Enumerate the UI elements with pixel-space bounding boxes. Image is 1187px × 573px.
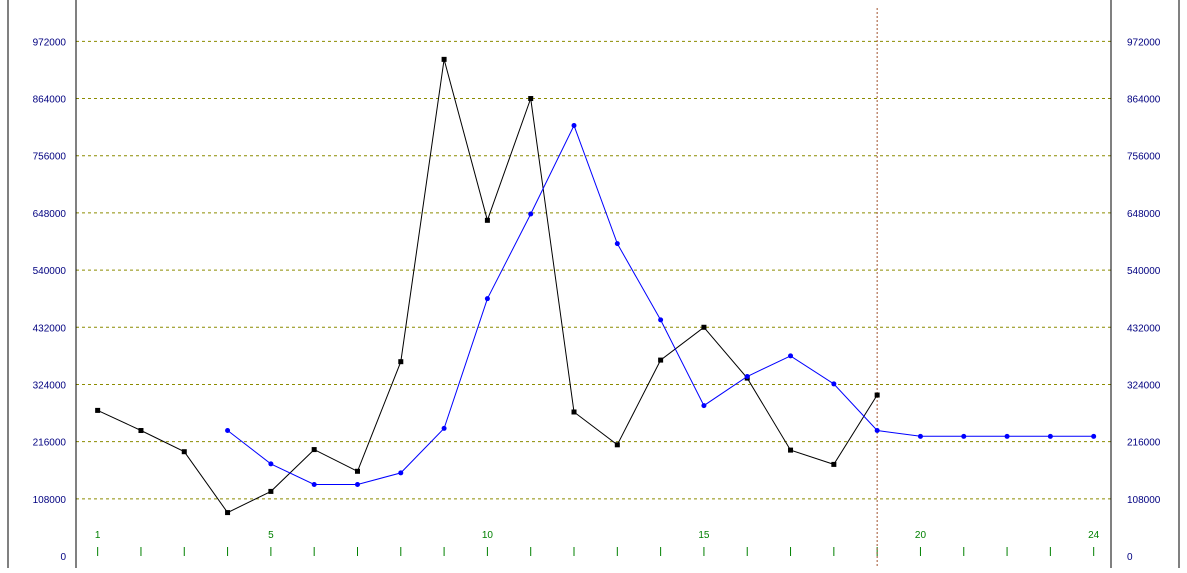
y-tick-label-right: 756000 [1127,152,1161,163]
y-tick-label-right: 432000 [1127,323,1161,334]
data-point [658,357,664,363]
data-point [484,217,490,223]
y-tick-label-right: 216000 [1127,438,1161,449]
y-tick-label-right: 648000 [1127,209,1161,220]
data-point [917,433,923,439]
data-point [1004,433,1010,439]
data-point [571,123,577,129]
data-point [788,447,794,453]
y-tick-label-left: 972000 [33,37,67,48]
x-tick-label: 10 [482,530,494,541]
data-point [701,403,707,409]
series-2 [225,123,1097,488]
y-tick-label-right: 324000 [1127,380,1161,391]
data-point [311,482,317,488]
data-point [441,56,447,62]
y-tick-label-left: 432000 [33,323,67,334]
y-tick-label-left: 864000 [33,95,67,106]
y-tick-label-left: 324000 [33,380,67,391]
data-point [701,324,707,330]
data-point [225,428,231,434]
y-tick-label-right: 540000 [1127,266,1161,277]
y-tick-label-left: 648000 [33,209,67,220]
data-point [354,482,360,488]
gridlines [76,40,1111,500]
data-point [874,428,880,434]
data-point [831,381,837,387]
y-tick-label-right: 0 [1127,552,1133,563]
x-tick-label: 20 [915,530,927,541]
data-point [1091,433,1097,439]
data-point [441,425,447,431]
data-point [95,407,101,413]
data-point [614,241,620,247]
y-axis-right: 0 108000 216000 324000 432000 540000 648000 756… [1127,37,1161,563]
y-tick-label-right: 972000 [1127,37,1161,48]
y-tick-label-left: 216000 [33,438,67,449]
y-tick-label-left: 108000 [33,495,67,506]
data-point [268,488,274,494]
series [95,56,1097,516]
data-point [268,461,274,467]
data-point [571,409,577,415]
y-tick-label-right: 108000 [1127,495,1161,506]
data-point [614,442,620,448]
data-point [528,96,534,102]
y-tick-label-left: 540000 [33,266,67,277]
data-point [831,461,837,467]
data-point [398,470,404,476]
y-tick-label-left: 0 [60,552,66,563]
data-point [225,510,231,516]
data-point [744,374,750,380]
x-tick-label: 15 [698,530,710,541]
x-tick-label: 5 [268,530,274,541]
y-axis-left: 0 108000 216000 324000 432000 540000 648000 756… [33,37,67,563]
data-point [398,359,404,365]
data-point [484,296,490,302]
data-point [961,433,967,439]
data-point [658,317,664,323]
x-axis: 1 5 10 15 20 24 [95,530,1100,556]
data-point [181,449,187,455]
data-point [354,468,360,474]
x-tick-label: 24 [1088,530,1100,541]
plot-frame [7,0,1180,568]
x-tick-label: 1 [95,530,101,541]
data-point [874,392,880,398]
y-tick-label-right: 864000 [1127,95,1161,106]
data-point [311,447,317,453]
data-point [788,353,794,359]
data-point [1047,433,1053,439]
data-point [138,428,144,434]
data-point [528,211,534,217]
y-tick-label-left: 756000 [33,152,67,163]
